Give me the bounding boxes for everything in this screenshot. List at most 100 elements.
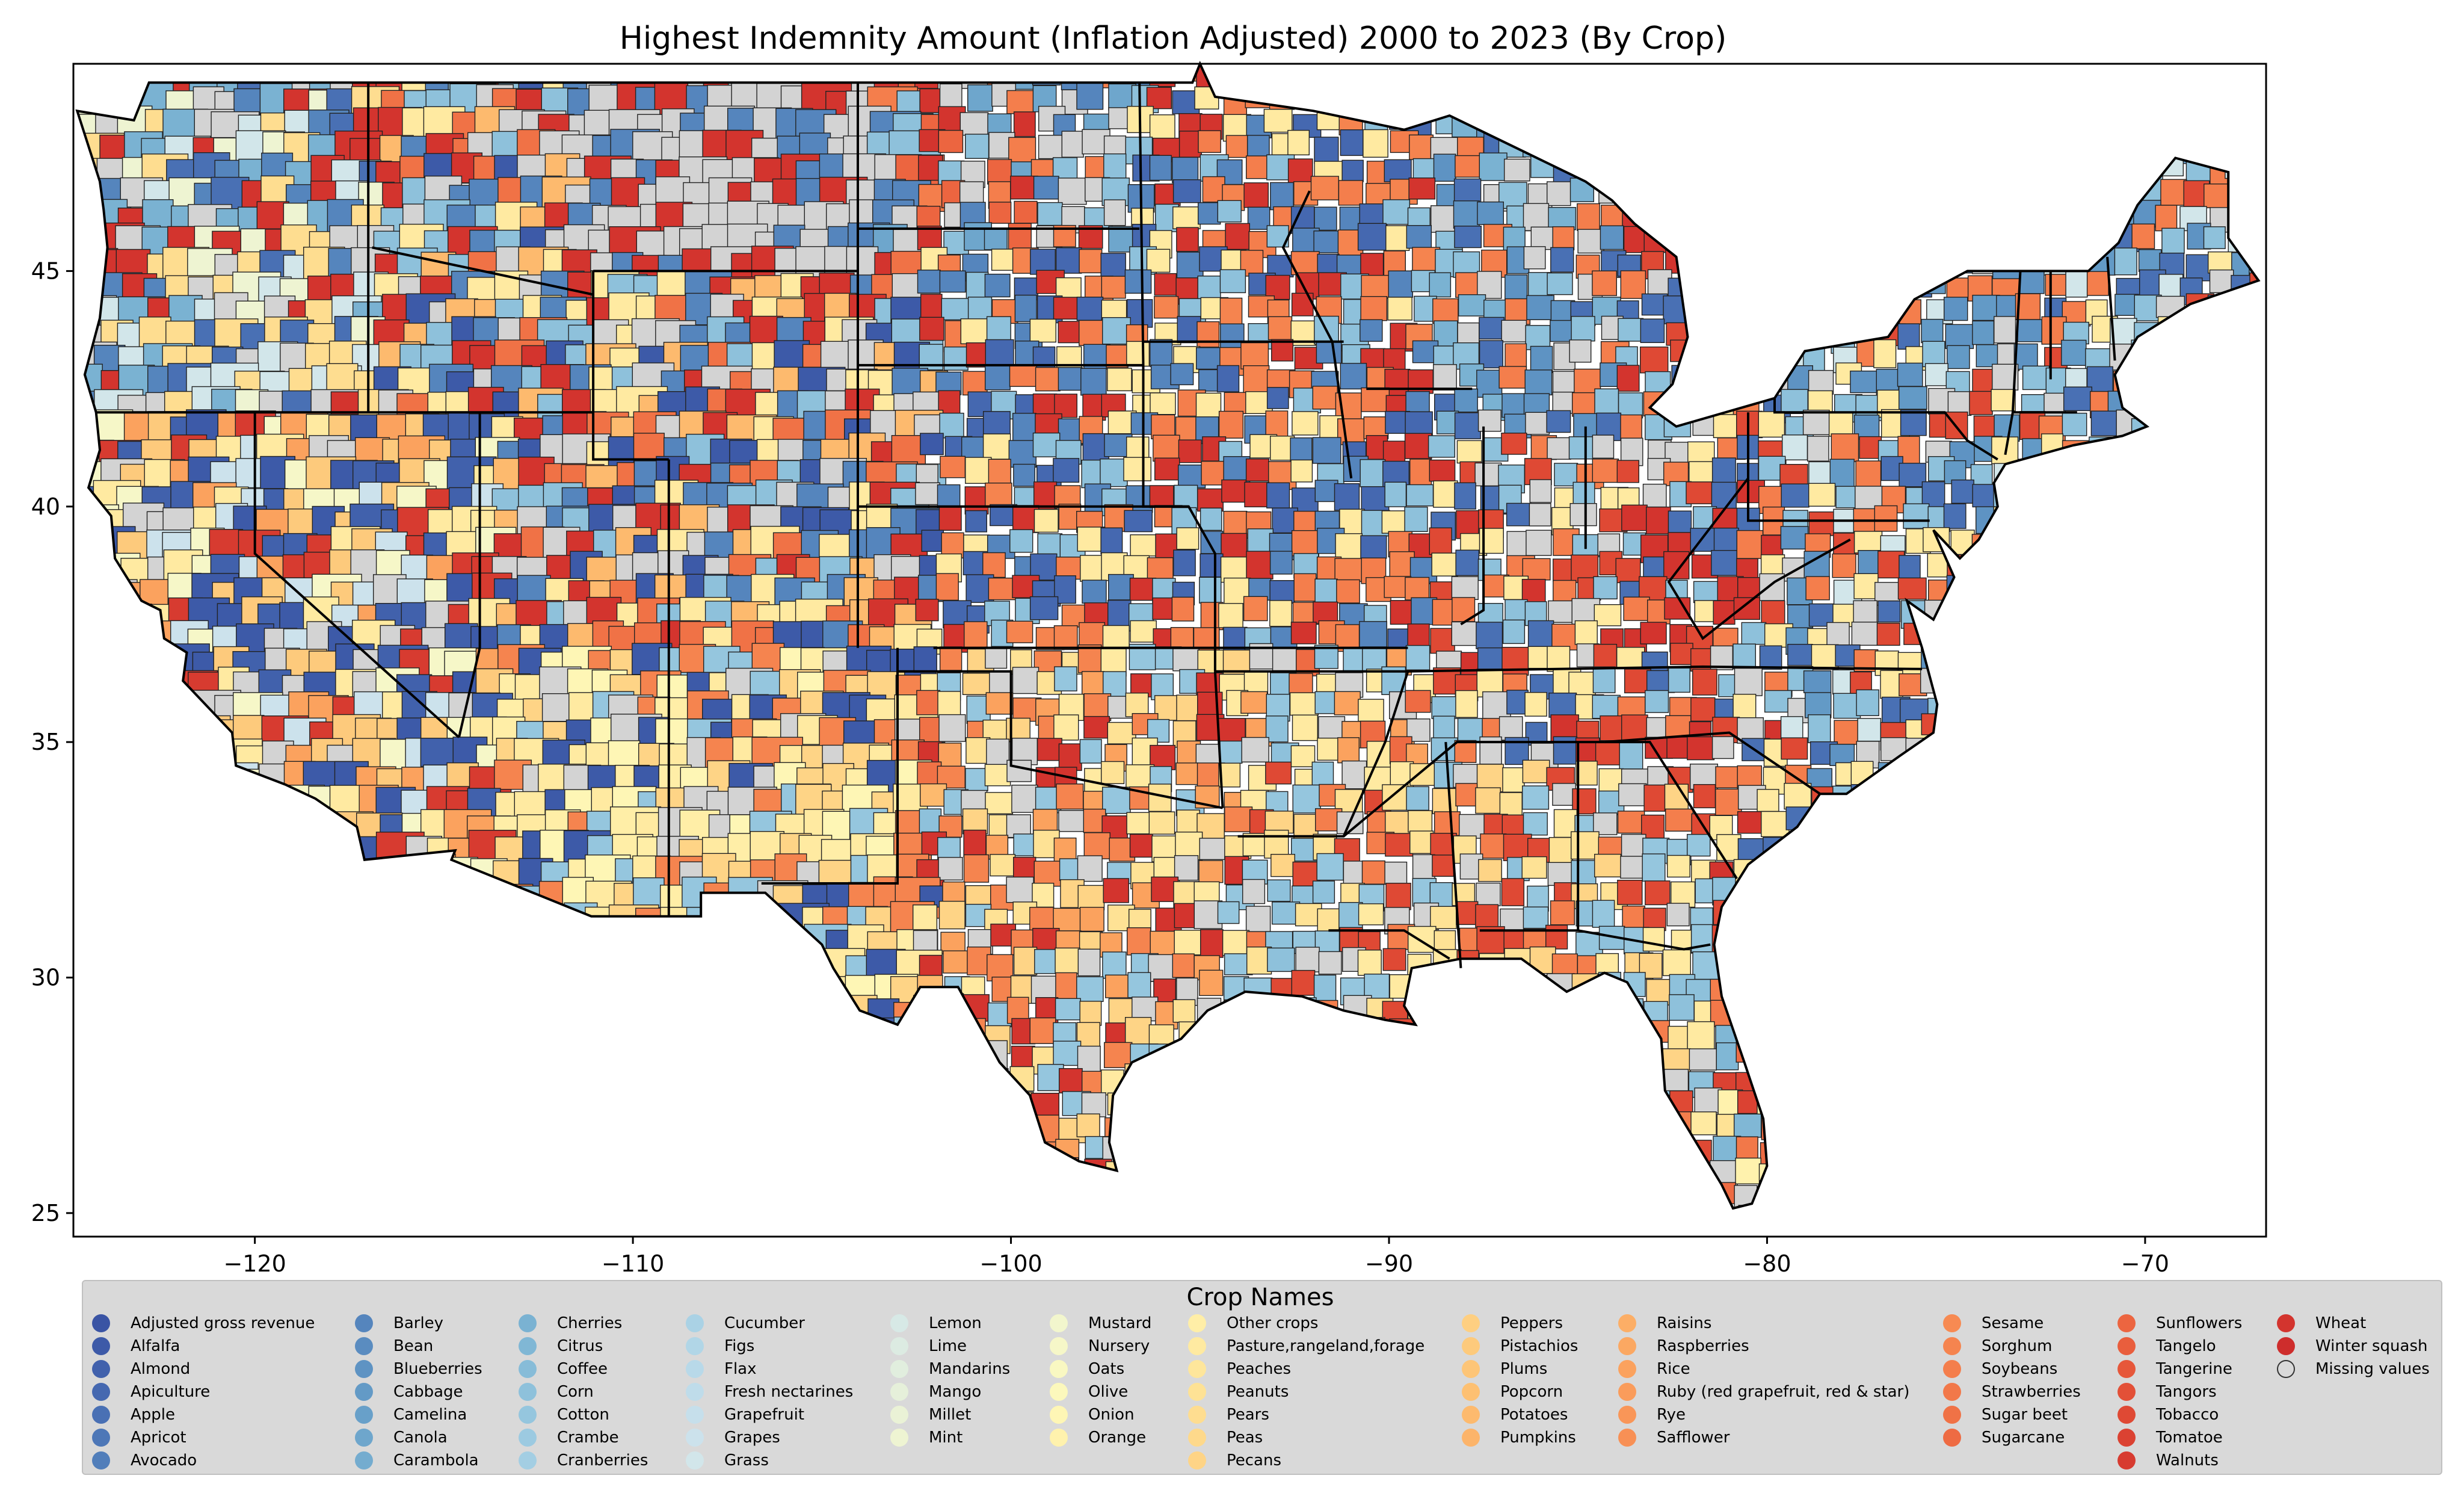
county-cell — [1359, 621, 1387, 647]
county-cell — [1529, 502, 1551, 527]
county-cell — [1943, 297, 1968, 321]
county-cell — [778, 1233, 824, 1268]
map-title: Highest Indemnity Amount (Inflation Adju… — [619, 20, 1727, 57]
legend-item: Grapes — [686, 1426, 780, 1449]
county-cell — [1225, 135, 1248, 158]
county-cell — [1687, 1021, 1715, 1051]
county-cell — [1622, 905, 1645, 930]
county-cell — [1291, 969, 1316, 996]
county-cell — [1478, 859, 1502, 882]
county-cell — [1222, 930, 1250, 956]
county-cell — [751, 643, 785, 672]
county-cell — [1600, 225, 1624, 250]
county-cell — [1808, 483, 1836, 507]
county-cell — [1077, 644, 1102, 673]
county-cell — [1617, 811, 1645, 834]
legend-item: Apple — [92, 1403, 175, 1426]
county-cell — [1269, 580, 1295, 604]
county-cell — [1647, 269, 1672, 297]
legend-swatch — [92, 1360, 110, 1378]
county-cell — [823, 1236, 870, 1264]
county-cell — [2138, 249, 2162, 272]
county-cell — [1569, 339, 1592, 363]
county-cell — [1548, 600, 1573, 623]
county-cell — [1218, 718, 1246, 745]
legend-label: Cotton — [557, 1406, 609, 1424]
county-cell — [1314, 578, 1338, 603]
county-cell — [1693, 783, 1716, 809]
county-cell — [1313, 230, 1341, 253]
county-cell — [1592, 459, 1619, 483]
county-cell — [1761, 600, 1785, 625]
county-cell — [1547, 272, 1573, 295]
county-cell — [1663, 295, 1686, 324]
county-cell — [964, 621, 988, 649]
legend-item: Olive — [1050, 1380, 1128, 1403]
county-cell — [1080, 368, 1107, 396]
county-cell — [1221, 479, 1247, 503]
county-cell — [1178, 439, 1202, 463]
county-cell — [1430, 628, 1455, 654]
legend-label: Bean — [393, 1337, 434, 1355]
legend-swatch — [686, 1451, 704, 1469]
county-cell — [915, 599, 939, 622]
county-cell — [1552, 391, 1575, 414]
county-cell — [405, 1232, 446, 1272]
county-cell — [985, 692, 1014, 715]
legend-swatch — [890, 1337, 908, 1355]
county-cell — [1759, 645, 1782, 670]
county-cell — [1290, 459, 1313, 483]
county-cell — [1076, 82, 1104, 110]
county-cell — [1433, 480, 1458, 508]
county-cell — [1009, 364, 1037, 387]
county-cell — [1694, 1087, 1722, 1114]
county-cell — [939, 646, 962, 671]
county-cell — [938, 129, 964, 153]
county-cell — [1435, 1235, 1457, 1259]
county-cell — [1361, 860, 1385, 885]
county-cell — [1361, 274, 1390, 299]
legend-label: Lemon — [929, 1314, 982, 1332]
county-cell — [1475, 904, 1499, 930]
county-cell — [1451, 621, 1480, 646]
county-cell — [943, 346, 969, 371]
county-cell — [1036, 738, 1062, 761]
county-cell — [2160, 179, 2187, 206]
county-cell — [358, 1233, 408, 1275]
county-cell — [1289, 692, 1319, 716]
county-cell — [1266, 387, 1289, 409]
county-cell — [1805, 576, 1830, 601]
county-cell — [1103, 153, 1127, 179]
county-cell — [1690, 697, 1716, 722]
county-cell — [1521, 785, 1550, 810]
county-cell — [1664, 597, 1691, 620]
county-cell — [1479, 317, 1505, 340]
county-cell — [964, 134, 990, 159]
county-cell — [1552, 226, 1575, 250]
county-cell — [1053, 1040, 1082, 1066]
legend-swatch — [92, 1451, 110, 1469]
county-cell — [1171, 596, 1195, 622]
legend-swatch — [1188, 1314, 1206, 1332]
county-cell — [1640, 318, 1665, 343]
county-cell — [1616, 460, 1640, 483]
legend-swatch — [890, 1360, 908, 1378]
county-cell — [1735, 1157, 1761, 1185]
county-cell — [1711, 736, 1734, 759]
county-cell — [1716, 1042, 1739, 1071]
county-cell — [1506, 502, 1532, 527]
county-cell — [1645, 506, 1671, 534]
county-cell — [1199, 969, 1224, 997]
legend-item: Blueberries — [355, 1358, 482, 1380]
county-cell — [985, 792, 1013, 815]
legend-label: Apple — [131, 1406, 176, 1424]
county-cell — [1197, 202, 1221, 225]
legend-item: Cucumber — [686, 1312, 805, 1335]
legend-item: Barley — [355, 1312, 443, 1335]
legend-label: Oats — [1088, 1360, 1125, 1378]
legend-swatch — [1050, 1360, 1068, 1378]
county-cell — [1546, 181, 1571, 206]
county-cell — [1124, 269, 1152, 294]
county-cell — [1454, 226, 1482, 249]
county-cell — [1173, 549, 1196, 576]
